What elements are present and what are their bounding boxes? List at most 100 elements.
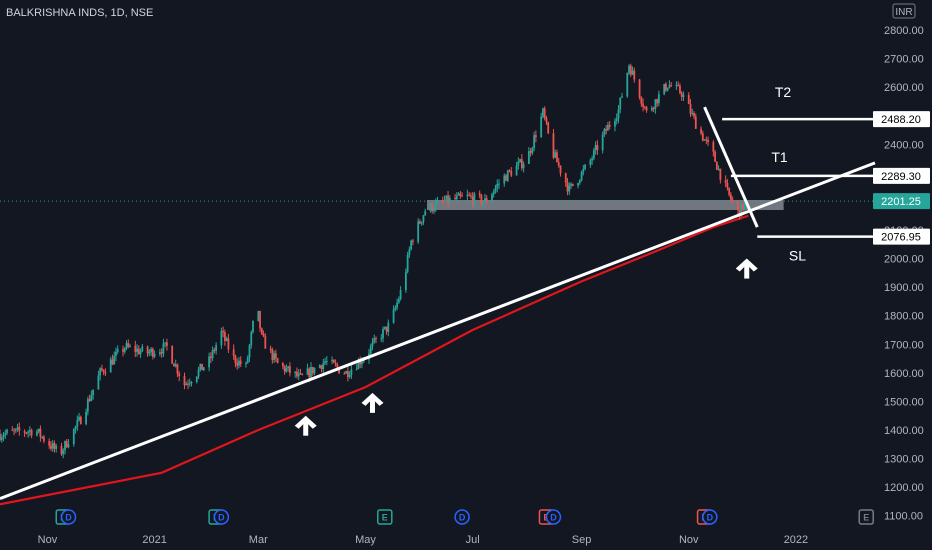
up-arrow-head <box>361 392 384 406</box>
support-zone <box>426 199 784 210</box>
candle-body <box>355 369 358 371</box>
event-letter: D <box>218 513 225 523</box>
candle-body <box>227 338 230 350</box>
dividend-badge <box>454 509 470 525</box>
candle-body <box>689 104 692 114</box>
rising-trendline <box>0 161 876 500</box>
candle-body <box>283 366 286 372</box>
candle-body <box>533 135 536 149</box>
level-label-t1: T1 <box>771 149 788 165</box>
candle-body <box>469 195 472 197</box>
falling-trendline <box>703 106 759 228</box>
x-tick-label: Mar <box>249 534 268 546</box>
candle-body <box>334 362 337 365</box>
candle-body <box>617 109 620 119</box>
candle-body <box>580 171 583 181</box>
candle-body <box>13 430 15 432</box>
candle-body <box>183 376 186 386</box>
candle-body <box>607 124 609 131</box>
candle-body <box>123 348 126 352</box>
price-tag-label: 2076.95 <box>881 232 921 244</box>
candle-body <box>160 352 163 354</box>
candle-body <box>436 200 439 203</box>
candle-body <box>346 371 349 377</box>
candle-body <box>724 179 727 183</box>
candle-body <box>208 356 210 368</box>
symbol-title: BALKRISHNA INDS, 1D, NSE <box>6 7 153 19</box>
candle-body <box>338 367 341 374</box>
up-arrow-head <box>294 415 317 429</box>
candle-body <box>744 203 746 211</box>
candle-body <box>153 354 156 357</box>
candle-body <box>41 436 44 438</box>
candle-body <box>113 355 116 365</box>
dividend-badge <box>60 509 77 525</box>
candle-body <box>714 151 717 162</box>
candle-body <box>16 427 19 429</box>
candle-body <box>556 152 558 163</box>
candle-body <box>454 197 456 200</box>
candle-body <box>431 203 434 212</box>
candle-body <box>190 382 193 384</box>
candle-body <box>274 353 277 359</box>
candle-body <box>109 359 112 373</box>
candle-body <box>694 116 697 129</box>
candle-body <box>215 345 218 351</box>
price-tag-label: 2201.25 <box>881 196 921 208</box>
candle-body <box>448 197 451 203</box>
candle-body <box>146 346 149 354</box>
x-tick-label: Jul <box>466 534 480 546</box>
candle-body <box>264 336 267 349</box>
event-letter: D <box>65 513 72 523</box>
candle-body <box>43 436 45 442</box>
x-tick-label: Sep <box>572 534 592 546</box>
candle-body <box>101 368 103 371</box>
trendlines-layer <box>0 106 876 500</box>
candle-body <box>111 359 114 365</box>
candle-body <box>568 185 571 192</box>
time-axis[interactable]: Nov 2021 Mar May Jul Sep Nov 2022 <box>38 534 809 546</box>
candle-body <box>86 399 89 412</box>
candle-body <box>173 363 175 367</box>
candle-body <box>531 148 534 153</box>
candle-body <box>420 221 423 224</box>
candle-body <box>701 133 704 141</box>
candle-body <box>614 121 616 127</box>
event-letter: D <box>707 513 714 523</box>
candle-body <box>25 432 28 434</box>
candle-body <box>361 361 363 365</box>
y-tick-label: 1800.00 <box>884 311 924 323</box>
candle-body <box>603 128 606 135</box>
candle-body <box>700 128 702 134</box>
currency-badge[interactable] <box>892 3 916 19</box>
candle-body <box>515 165 518 176</box>
candle-body <box>331 359 333 362</box>
candle-body <box>461 195 463 197</box>
candle-body <box>387 322 390 332</box>
candle-body <box>468 194 471 196</box>
candle-body <box>164 342 167 344</box>
candle-body <box>199 363 202 370</box>
up-arrow-shaft <box>744 264 750 279</box>
candle-body <box>527 151 530 164</box>
candle-body <box>429 203 432 212</box>
candle-body <box>394 307 397 310</box>
candle-body <box>382 328 384 339</box>
candle-body <box>259 310 261 329</box>
candle-body <box>104 372 107 374</box>
candle-body <box>410 240 413 250</box>
candle-body <box>680 93 683 97</box>
earnings-badge <box>377 509 393 525</box>
y-tick-label: 1200.00 <box>884 482 924 494</box>
candle-body <box>705 139 708 141</box>
candle-body <box>99 368 102 376</box>
y-tick-label: 1900.00 <box>884 282 924 294</box>
candle-body <box>348 374 351 377</box>
candle-body <box>712 142 715 152</box>
candle-body <box>166 342 168 346</box>
candle-body <box>50 445 52 449</box>
candle-body <box>642 103 644 107</box>
candles-layer <box>0 63 746 459</box>
event-letter: E <box>863 513 869 523</box>
